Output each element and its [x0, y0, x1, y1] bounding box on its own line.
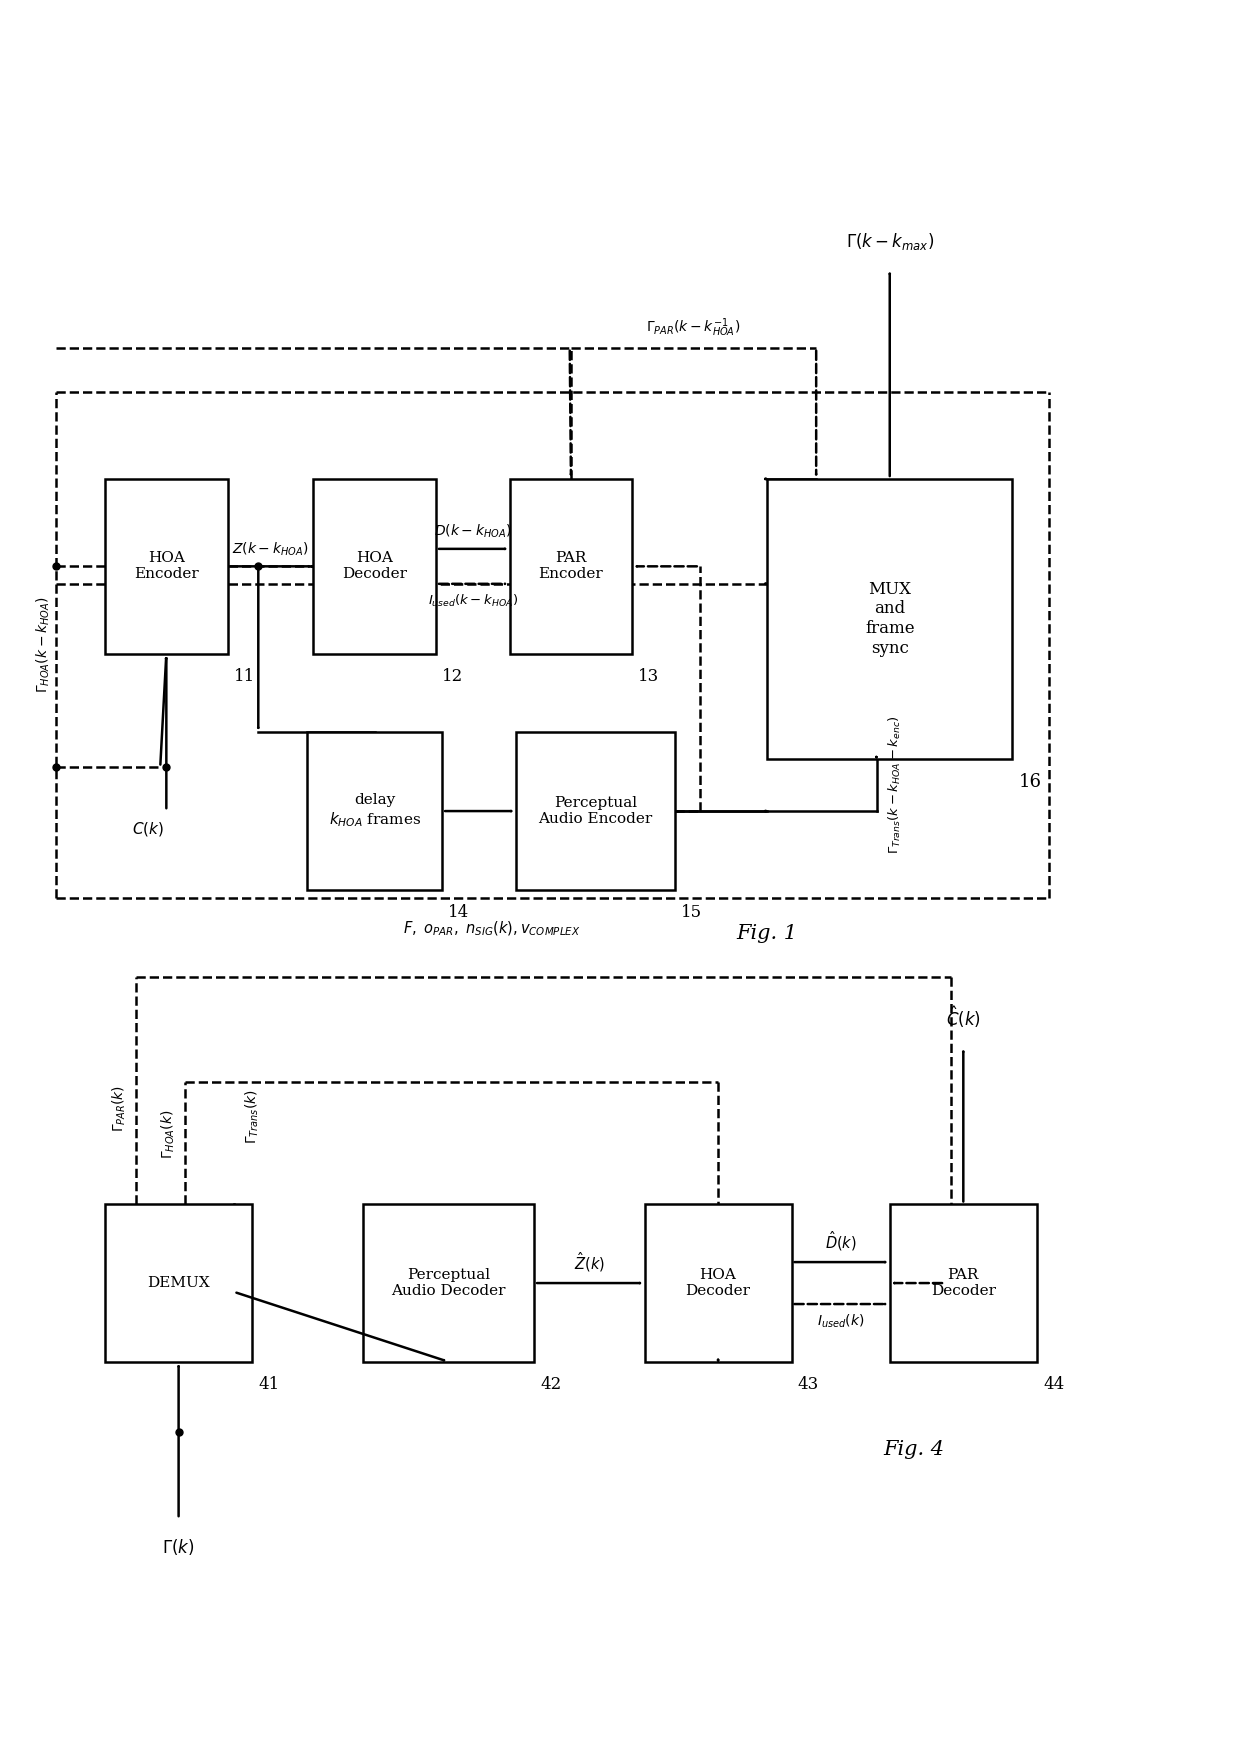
FancyBboxPatch shape — [105, 1205, 252, 1362]
Text: 15: 15 — [681, 904, 702, 922]
FancyBboxPatch shape — [516, 733, 675, 890]
Text: $\hat{D}(k)$: $\hat{D}(k)$ — [825, 1230, 857, 1253]
Text: 41: 41 — [258, 1376, 279, 1392]
Text: PAR
Encoder: PAR Encoder — [538, 552, 604, 581]
FancyBboxPatch shape — [768, 479, 1012, 759]
Text: HOA
Decoder: HOA Decoder — [342, 552, 407, 581]
Text: $\mathit{I}_{used}(k-k_{HOA})$: $\mathit{I}_{used}(k-k_{HOA})$ — [428, 592, 518, 608]
Text: 12: 12 — [443, 668, 464, 685]
Text: $\Gamma_{HOA}(k)$: $\Gamma_{HOA}(k)$ — [160, 1110, 177, 1159]
FancyBboxPatch shape — [105, 479, 228, 654]
Text: 13: 13 — [639, 668, 660, 685]
FancyBboxPatch shape — [890, 1205, 1037, 1362]
Text: $\mathit{I}_{used}(k)$: $\mathit{I}_{used}(k)$ — [817, 1313, 864, 1330]
FancyBboxPatch shape — [314, 479, 436, 654]
Text: $D(k-k_{HOA})$: $D(k-k_{HOA})$ — [434, 523, 512, 541]
Text: 16: 16 — [1018, 772, 1042, 791]
FancyBboxPatch shape — [510, 479, 632, 654]
Text: Fig. 1: Fig. 1 — [737, 923, 797, 943]
Text: HOA
Decoder: HOA Decoder — [686, 1269, 750, 1299]
FancyBboxPatch shape — [362, 1205, 534, 1362]
Text: MUX
and
frame
sync: MUX and frame sync — [866, 581, 915, 657]
Text: 44: 44 — [1043, 1376, 1064, 1392]
FancyBboxPatch shape — [645, 1205, 791, 1362]
Text: $\Gamma(k-k_{max})$: $\Gamma(k-k_{max})$ — [846, 231, 934, 252]
Text: $F,\ o_{PAR},\ n_{SIG}(k),v_{COMPLEX}$: $F,\ o_{PAR},\ n_{SIG}(k),v_{COMPLEX}$ — [403, 920, 580, 937]
Text: Perceptual
Audio Encoder: Perceptual Audio Encoder — [538, 796, 652, 826]
Text: $\Gamma_{PAR}(k)$: $\Gamma_{PAR}(k)$ — [110, 1085, 128, 1131]
Text: $\Gamma_{Trans}(k)$: $\Gamma_{Trans}(k)$ — [243, 1089, 260, 1145]
Text: DEMUX: DEMUX — [148, 1276, 210, 1290]
Text: $\hat{Z}(k)$: $\hat{Z}(k)$ — [574, 1251, 605, 1274]
Text: Fig. 4: Fig. 4 — [884, 1440, 945, 1459]
Text: $C(k)$: $C(k)$ — [131, 819, 164, 837]
Text: 42: 42 — [541, 1376, 562, 1392]
Text: $\Gamma_{PAR}(k-k_{HOA}^{-1})$: $\Gamma_{PAR}(k-k_{HOA}^{-1})$ — [646, 317, 740, 338]
Text: Perceptual
Audio Decoder: Perceptual Audio Decoder — [391, 1269, 506, 1299]
Text: $\Gamma_{Trans}(k-k_{HOA}-k_{enc})$: $\Gamma_{Trans}(k-k_{HOA}-k_{enc})$ — [888, 715, 904, 855]
Text: PAR
Decoder: PAR Decoder — [931, 1269, 996, 1299]
Text: $\hat{C}(k)$: $\hat{C}(k)$ — [946, 1004, 981, 1029]
Text: $\Gamma_{HOA}(k-k_{HOA})$: $\Gamma_{HOA}(k-k_{HOA})$ — [35, 597, 52, 692]
FancyBboxPatch shape — [308, 733, 443, 890]
Text: delay
$k_{HOA}$ frames: delay $k_{HOA}$ frames — [329, 793, 420, 828]
Text: 43: 43 — [797, 1376, 820, 1392]
Text: HOA
Encoder: HOA Encoder — [134, 552, 198, 581]
Text: 14: 14 — [449, 904, 470, 922]
Text: $\Gamma(k)$: $\Gamma(k)$ — [162, 1536, 195, 1556]
Text: 11: 11 — [234, 668, 255, 685]
Text: $Z(k-k_{HOA})$: $Z(k-k_{HOA})$ — [232, 541, 309, 557]
